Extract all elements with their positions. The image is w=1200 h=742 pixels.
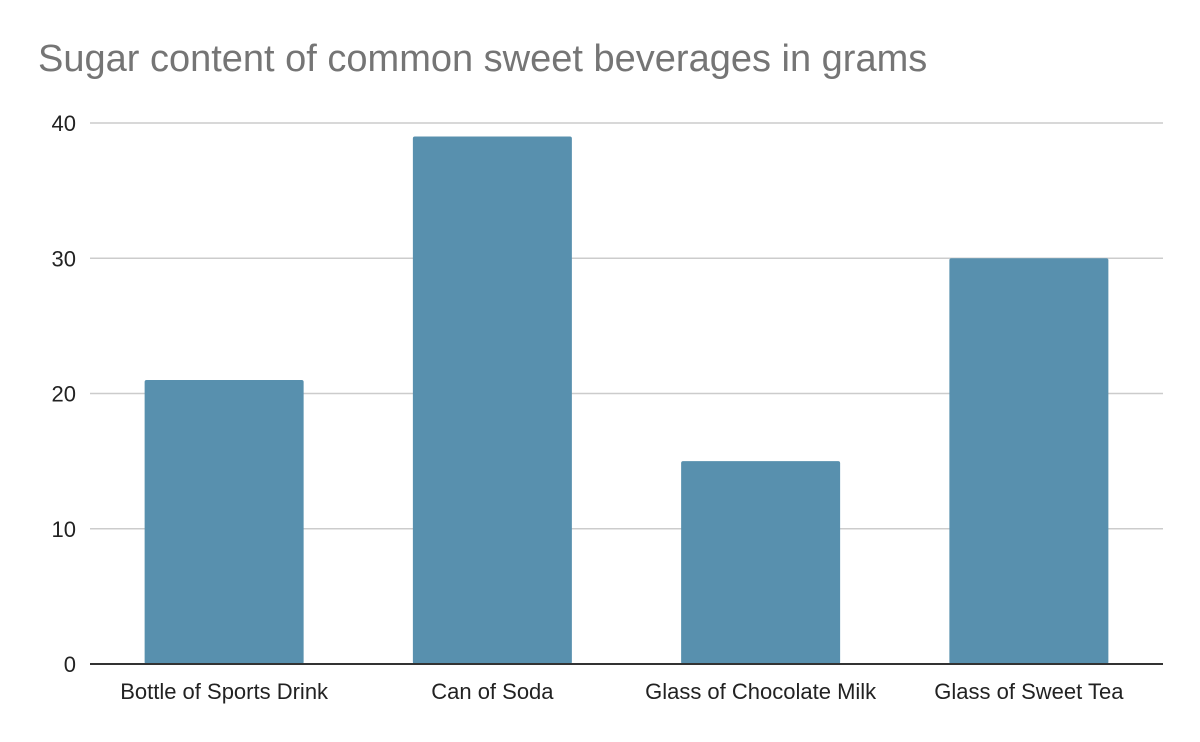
- y-axis-tick-labels: 0 10 20 30 40: [52, 111, 76, 677]
- y-tick-label: 40: [52, 111, 76, 136]
- x-tick-label: Bottle of Sports Drink: [120, 679, 329, 704]
- x-tick-label: Glass of Sweet Tea: [934, 679, 1124, 704]
- bar: [949, 258, 1109, 664]
- bar: [144, 379, 304, 664]
- chart-title: Sugar content of common sweet beverages …: [38, 38, 928, 80]
- y-tick-label: 30: [52, 246, 76, 271]
- bar: [681, 461, 841, 664]
- y-tick-label: 0: [64, 652, 76, 677]
- y-tick-label: 20: [52, 382, 76, 407]
- x-tick-label: Glass of Chocolate Milk: [645, 679, 877, 704]
- y-tick-label: 10: [52, 517, 76, 542]
- bars: [144, 136, 1109, 664]
- x-tick-label: Can of Soda: [431, 679, 554, 704]
- x-axis-tick-labels: Bottle of Sports Drink Can of Soda Glass o…: [120, 679, 1124, 704]
- bar: [412, 136, 572, 664]
